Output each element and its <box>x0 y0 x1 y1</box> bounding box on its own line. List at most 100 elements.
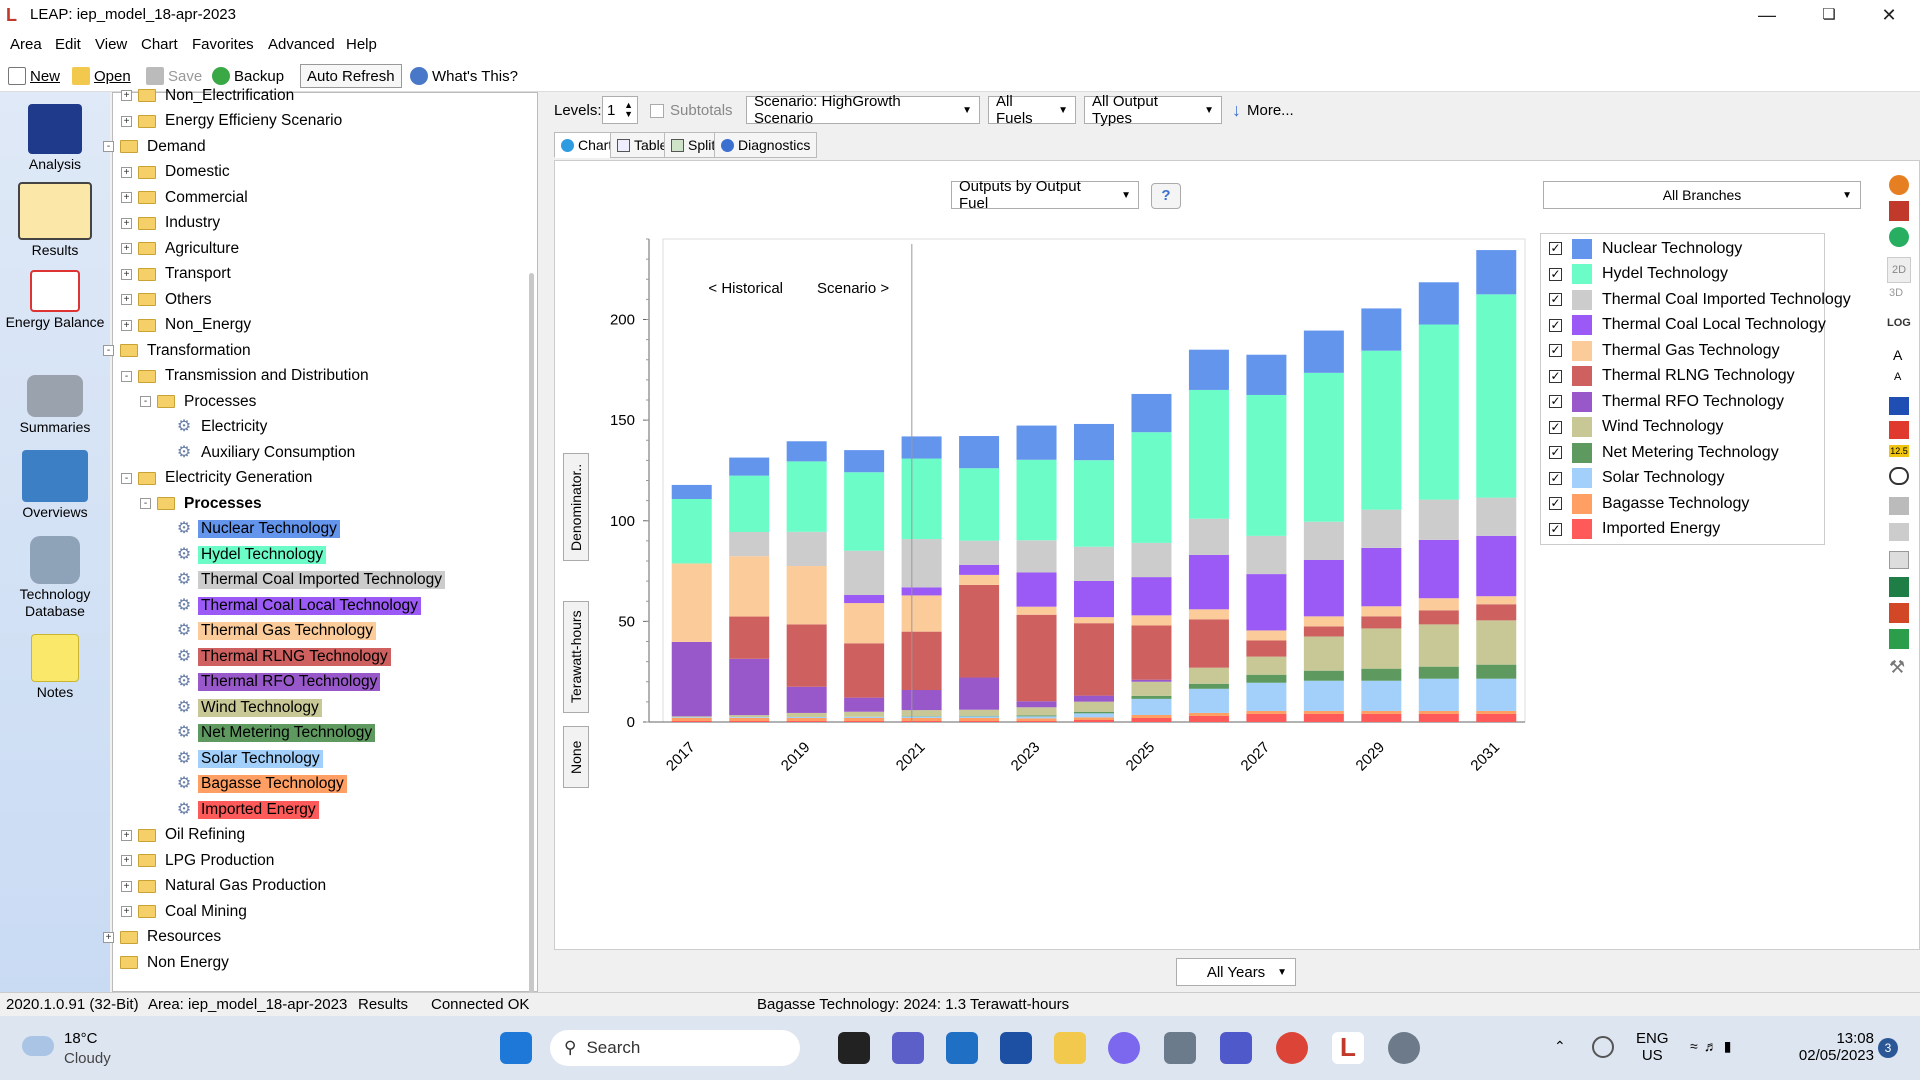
excel-export-icon[interactable] <box>1889 577 1909 597</box>
tree-node[interactable]: ⚙ Wind Technology <box>159 695 322 720</box>
nav-energy-balance[interactable]: Energy Balance <box>0 270 110 331</box>
clipboard-icon[interactable] <box>1889 551 1909 569</box>
menu-area[interactable]: Area <box>10 36 42 53</box>
checkbox-checked-icon[interactable]: ✓ <box>1549 317 1562 332</box>
tree-node[interactable]: - Transmission and Distribution <box>121 364 372 389</box>
tree-node[interactable]: ⚙ Bagasse Technology <box>159 772 347 797</box>
legend-item[interactable]: ✓ Solar Technology <box>1549 466 1724 491</box>
tree-node[interactable]: Non Energy <box>103 950 232 975</box>
tree-node[interactable]: + Resources <box>103 925 224 950</box>
language-indicator[interactable]: ENG US <box>1636 1030 1669 1064</box>
expand-icon[interactable]: + <box>121 243 132 254</box>
tree-node[interactable]: ⚙ Thermal Coal Imported Technology <box>159 568 445 593</box>
checkbox-checked-icon[interactable]: ✓ <box>1549 521 1562 536</box>
settings-gear-icon[interactable] <box>1388 1032 1420 1064</box>
expand-icon[interactable]: + <box>121 294 132 305</box>
file-explorer-icon[interactable] <box>1054 1032 1086 1064</box>
tree-node[interactable]: ⚙ Thermal Coal Local Technology <box>159 593 421 618</box>
expand-icon[interactable]: + <box>121 319 132 331</box>
notification-badge[interactable]: 3 <box>1878 1038 1898 1058</box>
checkbox-checked-icon[interactable]: ✓ <box>1549 266 1562 281</box>
nav-summaries[interactable]: Summaries <box>0 375 110 435</box>
nav-analysis[interactable]: Analysis <box>0 104 110 172</box>
expand-icon[interactable]: + <box>121 880 132 892</box>
sync-icon[interactable] <box>1592 1036 1614 1058</box>
collapse-icon[interactable]: - <box>103 345 114 356</box>
menu-view[interactable]: View <box>95 36 128 53</box>
bar-type-icon[interactable] <box>1889 201 1909 221</box>
legend-item[interactable]: ✓ Thermal RFO Technology <box>1549 389 1784 414</box>
store-icon[interactable] <box>1000 1032 1032 1064</box>
tree-node[interactable]: ⚙ Electricity <box>159 415 270 440</box>
font-larger-icon[interactable]: A <box>1893 347 1903 363</box>
tree-node[interactable]: ⚙ Auxiliary Consumption <box>159 440 358 465</box>
expand-icon[interactable]: + <box>121 90 132 101</box>
menu-advanced[interactable]: Advanced <box>268 36 335 53</box>
scenario-select[interactable]: Scenario: HighGrowth Scenario ▼ <box>746 93 980 127</box>
tab-diagnostics[interactable]: Diagnostics <box>714 132 818 158</box>
taskbar-search[interactable]: ⚲ Search <box>550 1030 800 1066</box>
tree-node[interactable]: ⚙ Nuclear Technology <box>159 517 340 542</box>
legend-item[interactable]: ✓ Thermal Coal Local Technology <box>1549 313 1826 338</box>
branches-select[interactable]: All Branches ▼ <box>1543 181 1861 209</box>
expand-icon[interactable]: + <box>121 217 132 229</box>
collapse-icon[interactable]: - <box>140 396 151 407</box>
close-button[interactable]: ✕ <box>1881 5 1897 25</box>
copilot-icon[interactable] <box>1108 1032 1140 1064</box>
tree-node[interactable]: ⚙ Imported Energy <box>159 797 319 822</box>
levels-spinner[interactable]: 1 ▲ ▼ <box>602 96 638 124</box>
collapse-icon[interactable]: - <box>140 498 151 509</box>
tree-node[interactable]: ⚙ Solar Technology <box>159 746 323 771</box>
expand-icon[interactable]: + <box>121 192 132 203</box>
expand-icon[interactable]: + <box>121 166 132 178</box>
checkbox-checked-icon[interactable]: ✓ <box>1549 470 1562 485</box>
tree-node[interactable]: ⚙ Thermal RFO Technology <box>159 670 381 695</box>
legend-item[interactable]: ✓ Nuclear Technology <box>1549 236 1742 261</box>
pie-type-icon[interactable] <box>1889 175 1909 195</box>
number-format-icon[interactable]: 12.5 <box>1889 445 1909 457</box>
tree-node[interactable]: ⚙ Thermal RLNG Technology <box>159 644 391 669</box>
tree-node[interactable]: + Oil Refining <box>121 823 248 848</box>
teams-icon[interactable] <box>1220 1032 1252 1064</box>
whats-this-button[interactable]: What's This? <box>410 64 518 88</box>
tree-node[interactable]: - Processes <box>140 491 265 516</box>
legend-item[interactable]: ✓ Thermal Coal Imported Technology <box>1549 287 1851 312</box>
chevron-up-icon[interactable]: ⌃ <box>1554 1038 1566 1054</box>
legend-item[interactable]: ✓ Imported Energy <box>1549 517 1720 542</box>
tree-node[interactable]: + Commercial <box>121 185 251 210</box>
3d-toggle-icon[interactable]: 3D <box>1889 287 1904 299</box>
font-smaller-icon[interactable]: A <box>1894 371 1902 383</box>
output-types-select[interactable]: All Output Types ▼ <box>1084 93 1222 127</box>
tree-node[interactable]: ⚙ Net Metering Technology <box>159 721 376 746</box>
tab-chart[interactable]: Chart <box>554 132 620 158</box>
tree-node[interactable]: - Electricity Generation <box>121 466 315 491</box>
legend-item[interactable]: ✓ Bagasse Technology <box>1549 491 1749 516</box>
tree-node[interactable]: + Transport <box>121 262 234 287</box>
save-button[interactable]: Save <box>146 64 202 88</box>
outputs-select[interactable]: Outputs by Output Fuel ▼ <box>951 178 1139 212</box>
tab-split[interactable]: Split <box>664 132 723 158</box>
2d-toggle-icon[interactable]: 2D <box>1887 257 1911 283</box>
tree-node[interactable]: ⚙ Hydel Technology <box>159 542 327 567</box>
tree-node[interactable]: + Others <box>121 287 215 312</box>
start-button[interactable] <box>500 1032 532 1064</box>
checkbox-checked-icon[interactable]: ✓ <box>1549 343 1562 357</box>
minimize-button[interactable]: — <box>1758 5 1776 25</box>
legend-item[interactable]: ✓ Hydel Technology <box>1549 262 1728 287</box>
collapse-icon[interactable]: - <box>121 370 132 382</box>
system-tray-icons[interactable]: ≈♬▮ <box>1690 1038 1737 1055</box>
tree-node[interactable]: + Domestic <box>121 160 233 185</box>
legend-item[interactable]: ✓ Thermal RLNG Technology <box>1549 364 1795 389</box>
mail-icon[interactable] <box>946 1032 978 1064</box>
expand-icon[interactable]: + <box>121 855 132 866</box>
tree-node[interactable]: + Natural Gas Production <box>121 874 329 899</box>
help-button[interactable]: ? <box>1151 183 1181 209</box>
expand-icon[interactable]: + <box>121 268 132 280</box>
area-type-icon[interactable] <box>1889 227 1909 247</box>
years-select[interactable]: All Years ▼ <box>1176 958 1296 986</box>
clock[interactable]: 13:08 02/05/2023 <box>1798 1030 1874 1064</box>
tree-node[interactable]: + Non_Electrification <box>121 83 297 108</box>
teams-meet-icon[interactable] <box>892 1032 924 1064</box>
new-button[interactable]: New <box>8 64 60 88</box>
axis-icon[interactable] <box>1889 397 1909 415</box>
